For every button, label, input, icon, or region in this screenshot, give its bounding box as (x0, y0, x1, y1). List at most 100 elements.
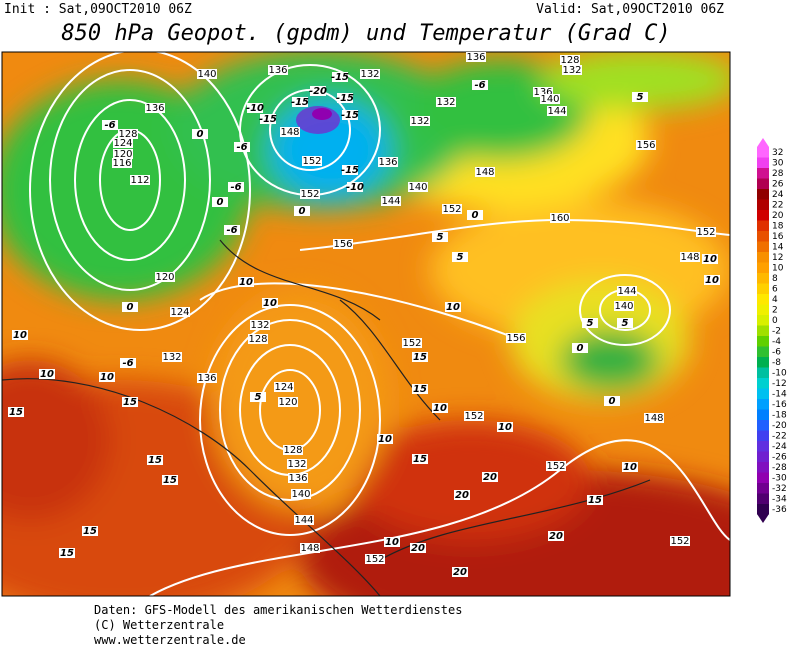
temperature-label: 5 (457, 252, 464, 263)
label-box (702, 254, 718, 264)
legend-label: -12 (772, 379, 787, 389)
label-box (197, 373, 217, 383)
geopotential-label: 112 (130, 175, 149, 186)
geopotential-label: 124 (274, 382, 293, 393)
label-box (288, 473, 308, 483)
label-box (475, 167, 495, 177)
temperature-label: 0 (197, 129, 204, 140)
label-box (283, 445, 303, 455)
legend-label: -16 (772, 400, 787, 410)
legend-label: 8 (772, 274, 778, 284)
label-box (464, 411, 484, 421)
legend-swatch (757, 504, 769, 515)
label-box (248, 334, 268, 344)
label-box (410, 116, 430, 126)
label-box (617, 286, 637, 296)
temperature-label: 10 (13, 330, 27, 341)
geopotential-label: 152 (546, 461, 565, 472)
label-box (291, 489, 311, 499)
legend-swatch (757, 168, 769, 179)
label-box (704, 275, 720, 285)
geopotential-label: 140 (291, 489, 310, 500)
map-title: 850 hPa Geopot. (gpdm) und Temperatur (G… (61, 21, 670, 46)
legend-swatch (757, 210, 769, 221)
geopotential-label: 136 (288, 473, 307, 484)
legend-label: 12 (772, 253, 783, 263)
temperature-label: 0 (299, 206, 306, 217)
label-box (482, 472, 498, 482)
geopotential-label: 136 (466, 52, 485, 63)
label-box (332, 72, 348, 82)
geopotential-label: 152 (300, 189, 319, 200)
label-box (572, 343, 588, 353)
legend-label: 18 (772, 222, 784, 232)
geopotential-label: 144 (381, 196, 400, 207)
legend-label: -26 (772, 453, 787, 463)
temperature-label: 10 (378, 434, 392, 445)
geopotential-label: 124 (113, 138, 132, 149)
temperature-label: 20 (411, 543, 425, 554)
label-box (99, 372, 115, 382)
legend-label: 4 (772, 295, 778, 305)
label-box (472, 80, 488, 90)
legend-swatch (757, 273, 769, 284)
temperature-label: 5 (437, 232, 444, 243)
label-box (636, 140, 656, 150)
legend-label: 20 (772, 211, 784, 221)
label-box (59, 548, 75, 558)
label-box (550, 213, 570, 223)
label-box (614, 301, 634, 311)
label-box (113, 149, 133, 159)
geopotential-label: 140 (540, 94, 559, 105)
temperature-label: 10 (40, 369, 54, 380)
label-box (292, 97, 308, 107)
legend-label: 6 (772, 285, 778, 295)
temperature-label: 15 (413, 384, 427, 395)
temperature-label: -6 (236, 142, 247, 153)
label-box (548, 531, 564, 541)
geopotential-label: 132 (562, 65, 581, 76)
legend-swatch (757, 346, 769, 357)
label-box (118, 129, 138, 139)
geopotential-label: 152 (302, 156, 321, 167)
label-box (337, 93, 353, 103)
geopotential-label: 128 (248, 334, 267, 345)
legend-label: 26 (772, 180, 784, 190)
geopotential-label: 136 (378, 157, 397, 168)
legend-swatch (757, 315, 769, 326)
temperature-label: 15 (413, 454, 427, 465)
legend-swatch (757, 378, 769, 389)
label-box (280, 127, 300, 137)
temperature-label: -6 (230, 182, 241, 193)
geopotential-label: 132 (436, 97, 455, 108)
temperature-label: -15 (341, 165, 359, 176)
legend-swatch (757, 451, 769, 462)
label-box (162, 352, 182, 362)
label-box (268, 65, 288, 75)
label-box (250, 392, 266, 402)
legend-swatch (757, 325, 769, 336)
label-box (234, 142, 250, 152)
label-box (347, 182, 363, 192)
legend-label: -34 (772, 495, 787, 505)
label-box (197, 69, 217, 79)
label-box (247, 103, 263, 113)
label-box (333, 239, 353, 249)
label-box (506, 333, 526, 343)
label-box (546, 461, 566, 471)
geopotential-label: 148 (280, 127, 299, 138)
label-box (262, 298, 278, 308)
label-box (120, 358, 136, 368)
geopotential-label: 136 (268, 65, 287, 76)
label-box (644, 413, 664, 423)
geopotential-label: 156 (636, 140, 655, 151)
init-time: Init : Sat,09OCT2010 06Z (4, 2, 192, 17)
label-box (562, 65, 582, 75)
legend-swatch (757, 241, 769, 252)
temperature-label: 20 (455, 490, 469, 501)
label-box (408, 182, 428, 192)
geopotential-label: 140 (408, 182, 427, 193)
label-box (587, 495, 603, 505)
temperature-label: 10 (100, 372, 114, 383)
temperature-label: -6 (474, 80, 485, 91)
